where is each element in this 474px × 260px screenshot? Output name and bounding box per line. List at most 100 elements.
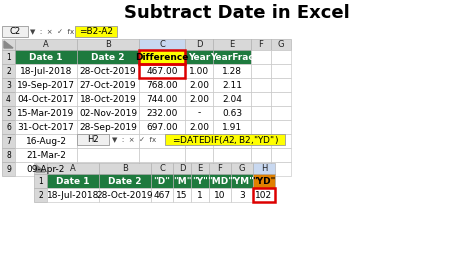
Text: D: D xyxy=(196,40,202,49)
Bar xyxy=(2,162,15,176)
Bar xyxy=(231,163,253,174)
Bar xyxy=(271,162,291,176)
Bar xyxy=(15,120,77,134)
Bar xyxy=(139,134,185,148)
Bar xyxy=(271,64,291,78)
Text: 1.28: 1.28 xyxy=(222,67,242,75)
Bar xyxy=(209,163,231,174)
Text: F: F xyxy=(258,40,264,49)
Text: 1: 1 xyxy=(38,177,43,185)
Bar xyxy=(77,120,139,134)
Bar xyxy=(15,148,77,162)
Text: 10: 10 xyxy=(214,191,226,199)
Text: Date 1: Date 1 xyxy=(56,177,90,185)
Text: Difference: Difference xyxy=(135,53,189,62)
Bar xyxy=(213,92,251,106)
Bar xyxy=(251,120,271,134)
Text: 2: 2 xyxy=(6,67,11,75)
Text: 467: 467 xyxy=(154,191,171,199)
Text: Date 2: Date 2 xyxy=(91,53,125,62)
Bar xyxy=(213,39,251,50)
Bar xyxy=(213,64,251,78)
Bar xyxy=(15,78,77,92)
Text: 102: 102 xyxy=(255,191,273,199)
Text: 232.00: 232.00 xyxy=(146,108,178,118)
Text: 2.04: 2.04 xyxy=(222,94,242,103)
Text: B: B xyxy=(105,40,111,49)
Bar xyxy=(77,50,139,64)
Text: 3: 3 xyxy=(6,81,11,89)
Text: 2.11: 2.11 xyxy=(222,81,242,89)
Bar xyxy=(2,39,15,50)
Text: H2: H2 xyxy=(87,135,99,144)
Bar xyxy=(15,134,77,148)
Bar xyxy=(231,188,253,202)
Bar xyxy=(139,50,185,64)
Polygon shape xyxy=(4,41,13,48)
Text: 31-Oct-2017: 31-Oct-2017 xyxy=(18,122,74,132)
Bar xyxy=(77,134,139,148)
Bar xyxy=(213,162,251,176)
Bar xyxy=(15,50,77,64)
Bar xyxy=(271,120,291,134)
Bar xyxy=(251,39,271,50)
Text: 768.00: 768.00 xyxy=(146,81,178,89)
Bar xyxy=(251,64,271,78)
Text: 28-Sep-2019: 28-Sep-2019 xyxy=(79,122,137,132)
Text: 467.00: 467.00 xyxy=(146,67,178,75)
Bar xyxy=(139,162,185,176)
Bar xyxy=(173,163,191,174)
Bar xyxy=(165,134,285,145)
Bar xyxy=(251,148,271,162)
Bar xyxy=(15,64,77,78)
Text: 28-Oct-2019: 28-Oct-2019 xyxy=(97,191,153,199)
Bar xyxy=(2,50,15,64)
Bar xyxy=(151,188,173,202)
Text: 27-Oct-2019: 27-Oct-2019 xyxy=(80,81,137,89)
Bar xyxy=(15,92,77,106)
Bar xyxy=(2,78,15,92)
Text: 697.00: 697.00 xyxy=(146,122,178,132)
Bar xyxy=(271,148,291,162)
Bar xyxy=(173,174,191,188)
Bar xyxy=(2,64,15,78)
Bar xyxy=(271,39,291,50)
Bar xyxy=(251,78,271,92)
Bar xyxy=(185,148,213,162)
Bar xyxy=(15,39,77,50)
Bar xyxy=(271,134,291,148)
Text: =DATEDIF($A2,$B2,"YD"): =DATEDIF($A2,$B2,"YD") xyxy=(172,133,278,146)
Text: 5: 5 xyxy=(6,108,11,118)
Bar xyxy=(99,163,151,174)
Bar xyxy=(34,163,47,174)
Bar xyxy=(139,148,185,162)
Text: 4: 4 xyxy=(6,94,11,103)
Bar xyxy=(209,188,231,202)
Text: C2: C2 xyxy=(9,27,20,36)
Text: 04-Oct-2017: 04-Oct-2017 xyxy=(18,94,74,103)
Text: 1: 1 xyxy=(197,191,203,199)
Polygon shape xyxy=(36,165,45,172)
Text: 7: 7 xyxy=(6,136,11,146)
Text: C: C xyxy=(159,164,165,173)
Bar xyxy=(139,64,185,78)
Text: Date 2: Date 2 xyxy=(108,177,142,185)
Text: 28-Oct-2019: 28-Oct-2019 xyxy=(80,67,137,75)
Bar xyxy=(15,162,77,176)
Bar xyxy=(213,78,251,92)
Bar xyxy=(99,174,151,188)
Bar xyxy=(75,26,117,37)
Bar xyxy=(139,39,185,50)
Text: 15-Mar-2019: 15-Mar-2019 xyxy=(18,108,74,118)
Bar xyxy=(271,106,291,120)
Bar xyxy=(213,50,251,64)
Text: 3: 3 xyxy=(239,191,245,199)
Text: 18-Jul-2018: 18-Jul-2018 xyxy=(20,67,72,75)
Text: B: B xyxy=(122,164,128,173)
Bar xyxy=(77,78,139,92)
Bar xyxy=(185,64,213,78)
Text: "YM": "YM" xyxy=(229,177,255,185)
Bar xyxy=(77,106,139,120)
Text: 15: 15 xyxy=(176,191,188,199)
Text: "MD": "MD" xyxy=(207,177,233,185)
